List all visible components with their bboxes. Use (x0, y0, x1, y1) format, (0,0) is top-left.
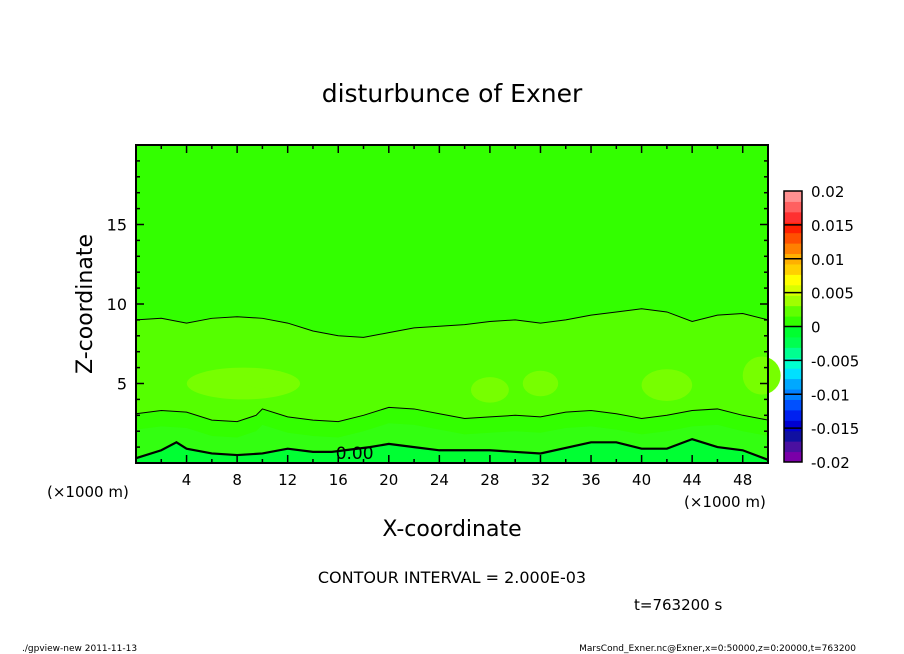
colorbar-tick-label: 0.015 (811, 217, 854, 235)
colorbar-segment (784, 336, 802, 348)
colorbar-tick-label: -0.01 (811, 386, 850, 404)
x-tick-label: 16 (329, 471, 348, 489)
colorbar-segment (784, 441, 802, 453)
x-unit-label-right: (×1000 m) (684, 493, 766, 511)
x-tick-label: 28 (480, 471, 499, 489)
colorbar-tick-label: 0.02 (811, 183, 844, 201)
x-tick-label: 36 (581, 471, 600, 489)
fill-blob (470, 377, 509, 403)
fill-blob (186, 367, 301, 400)
fill-regions (136, 145, 781, 463)
colorbar-segment (784, 201, 802, 213)
x-tick-label: 20 (379, 471, 398, 489)
x-tick-label: 44 (683, 471, 702, 489)
contour-lines (135, 308, 769, 461)
y-tick-label: 15 (107, 216, 127, 235)
fill-blob (243, 369, 282, 389)
colorbar-segment (784, 378, 802, 390)
colorbar-segment (784, 451, 802, 463)
colorbar-tick-label: 0.005 (811, 285, 854, 303)
x-tick-label: 12 (278, 471, 297, 489)
colorbar-segment (784, 284, 802, 296)
x-tick-label: 24 (430, 471, 449, 489)
x-tick-label: 48 (733, 471, 752, 489)
colorbar-segment (784, 420, 802, 432)
contour-line (135, 308, 769, 338)
colorbar-segment (784, 232, 802, 244)
x-unit-label-left: (×1000 m) (47, 483, 129, 501)
colorbar-segment (784, 409, 802, 421)
time-text: t=763200 s (634, 596, 722, 614)
x-tick-label: 4 (182, 471, 192, 489)
x-tick-label: 8 (232, 471, 242, 489)
colorbar-segment (784, 211, 802, 223)
colorbar-tick-label: -0.02 (811, 454, 850, 472)
y-axis-label: Z-coordinate (73, 234, 98, 374)
colorbar-tick-label: 0 (811, 319, 821, 337)
contour-line (135, 437, 769, 461)
y-tick-label: 5 (117, 375, 127, 394)
colorbar-segment (784, 295, 802, 307)
colorbar-segment (784, 243, 802, 255)
colorbar-segment (784, 399, 802, 411)
contour-line (135, 406, 769, 423)
contour-interval-text: CONTOUR INTERVAL = 2.000E-03 (318, 568, 586, 587)
colorbar-segment (784, 326, 802, 338)
colorbar-segment (784, 357, 802, 369)
fill-blob (641, 369, 693, 401)
fill-blob (522, 370, 559, 397)
chart-title: disturbunce of Exner (322, 79, 583, 108)
colorbar-segment (784, 316, 802, 327)
zero-contour-label: 0.00 (336, 444, 374, 464)
colorbar-segment (784, 368, 802, 380)
colorbar-segment (784, 222, 802, 234)
y-tick-label: 10 (107, 295, 127, 314)
colorbar-segment (784, 347, 802, 359)
colorbar-tick-label: -0.005 (811, 352, 859, 370)
x-tick-label: 32 (531, 471, 550, 489)
fill-blob (742, 356, 781, 395)
colorbar-tick-label: -0.015 (811, 420, 859, 438)
colorbar-tick-label: 0.01 (811, 251, 844, 269)
x-tick-label: 40 (632, 471, 651, 489)
colorbar-segment (784, 305, 802, 317)
footer-right: MarsCond_Exner.nc@Exner,x=0:50000,z=0:20… (579, 644, 856, 654)
colorbar-segment (784, 263, 802, 275)
x-axis-label: X-coordinate (382, 517, 521, 542)
colorbar-segment (784, 274, 802, 286)
footer-left: ./gpview-new 2011-11-13 (22, 644, 137, 654)
colorbar: 0.02 0.015 0.01 0.005 0 -0.005 -0.01 -0.015 -0.0… (783, 183, 859, 472)
colorbar-segment (784, 430, 802, 442)
colorbar-segment (784, 191, 802, 202)
